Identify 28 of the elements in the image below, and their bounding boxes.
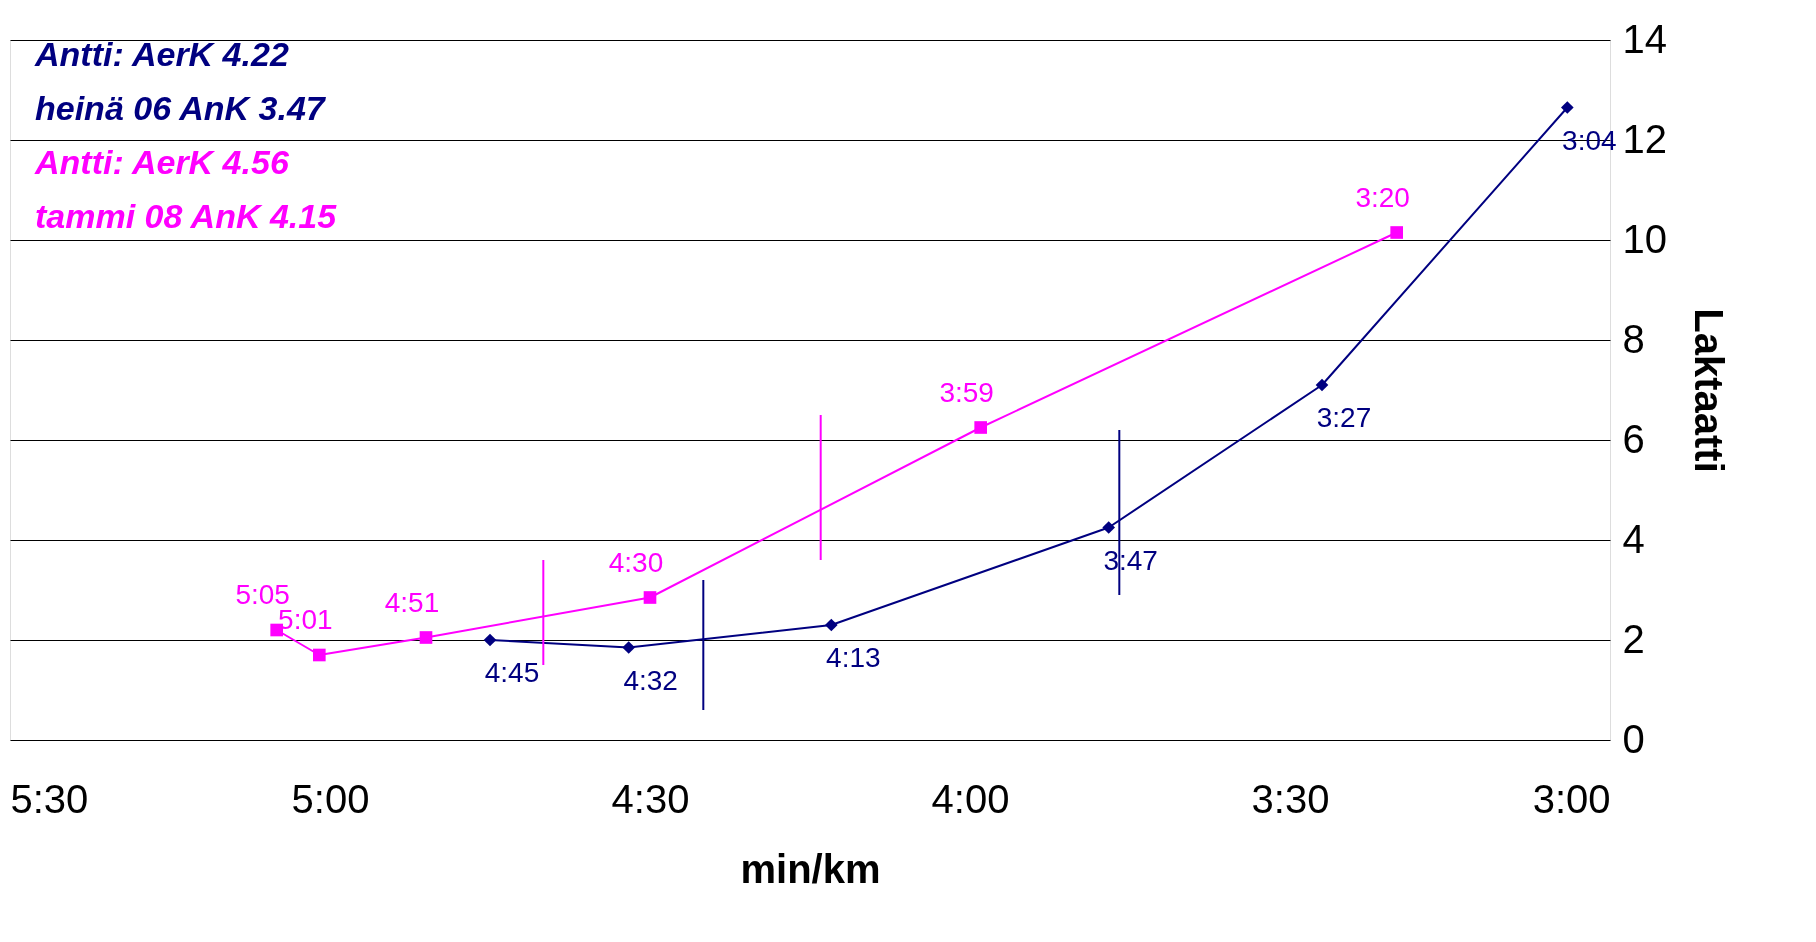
annotation: Antti: AerK 4.22 <box>34 35 289 73</box>
y-tick-label: 6 <box>1622 416 1645 461</box>
y-tick-label: 12 <box>1622 116 1667 161</box>
annotation: Antti: AerK 4.56 <box>34 143 290 181</box>
y-tick-label: 2 <box>1622 616 1645 661</box>
x-tick-label: 5:00 <box>291 776 370 821</box>
x-axis-title: min/km <box>740 846 881 891</box>
y-tick-label: 0 <box>1622 716 1645 761</box>
annotation: heinä 06 AnK 3.47 <box>35 89 327 127</box>
x-tick-label: 3:30 <box>1251 776 1330 821</box>
x-tick-label: 5:30 <box>10 776 89 821</box>
annotation: 4:30 <box>608 546 664 578</box>
y-axis-title: Laktaatti <box>1686 308 1731 473</box>
x-tick-label: 3:00 <box>1532 776 1611 821</box>
annotation: 3:27 <box>1316 402 1372 433</box>
y-tick-label: 8 <box>1622 316 1645 361</box>
x-tick-label: 4:30 <box>611 776 690 821</box>
x-tick-label: 4:00 <box>931 776 1010 821</box>
y-tick-label: 4 <box>1622 516 1645 561</box>
annotation: 4:13 <box>826 642 881 673</box>
annotation: 4:45 <box>484 657 540 688</box>
annotation: 4:51 <box>384 586 440 618</box>
annotation: tammi 08 AnK 4.15 <box>35 197 338 235</box>
annotation: 3:59 <box>939 376 994 408</box>
y-tick-label: 10 <box>1622 216 1667 261</box>
y-tick-label: 14 <box>1622 16 1667 61</box>
annotation: 3:20 <box>1355 181 1410 213</box>
annotation: 4:32 <box>623 664 678 696</box>
